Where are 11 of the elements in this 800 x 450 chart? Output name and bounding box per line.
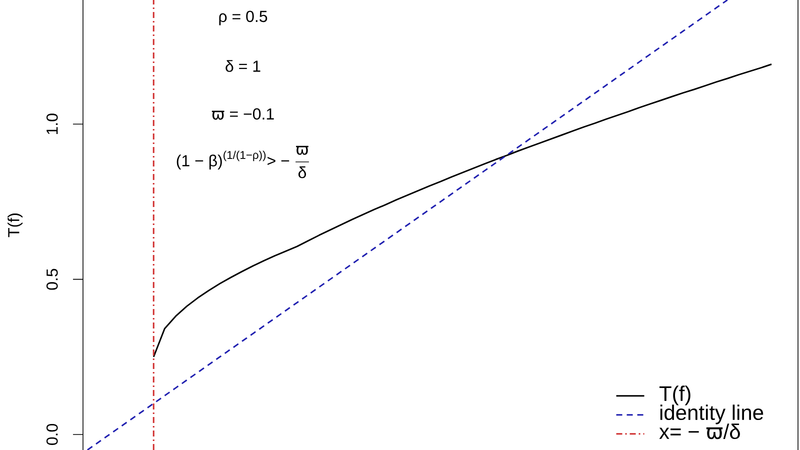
legend-label: T(f) <box>659 386 690 406</box>
y-tick-label: 1.0 <box>46 114 58 134</box>
annotation: ρ = 0.5 <box>219 10 268 26</box>
text: x= − ϖ/δ <box>659 424 740 440</box>
y-tick-label: 0.0 <box>46 424 58 445</box>
annotation: ϖ = −0.1 <box>212 108 274 120</box>
annotation: $\text{(1 − β)}^{\text{(1/(1−ρ))}}\text{> − }\frac{\text{ϖ}}{\text{δ}}$ <box>176 146 309 178</box>
y-tick-label: 0.5 <box>46 268 58 290</box>
legend-label: identity line <box>660 404 764 424</box>
annotation: δ = 1 <box>226 60 260 72</box>
y-axis-title: T(f) <box>8 214 23 238</box>
